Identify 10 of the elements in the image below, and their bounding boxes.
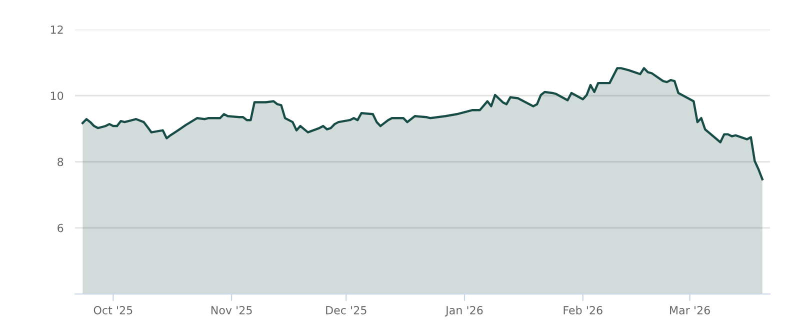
y-tick-label: 8 bbox=[58, 158, 64, 166]
x-tick-label: Feb '26 bbox=[564, 306, 602, 314]
x-tick-label: Jan '26 bbox=[445, 306, 483, 316]
y-tick-label: 6 bbox=[58, 224, 64, 232]
x-tick-label: Nov '25 bbox=[211, 306, 252, 314]
x-tick-label: Oct '25 bbox=[94, 306, 132, 314]
x-tick-label: Mar '26 bbox=[670, 306, 710, 314]
y-tick-label: 10 bbox=[50, 92, 64, 100]
y-tick-label: 12 bbox=[50, 25, 63, 34]
x-tick-label: Dec '25 bbox=[326, 306, 366, 314]
